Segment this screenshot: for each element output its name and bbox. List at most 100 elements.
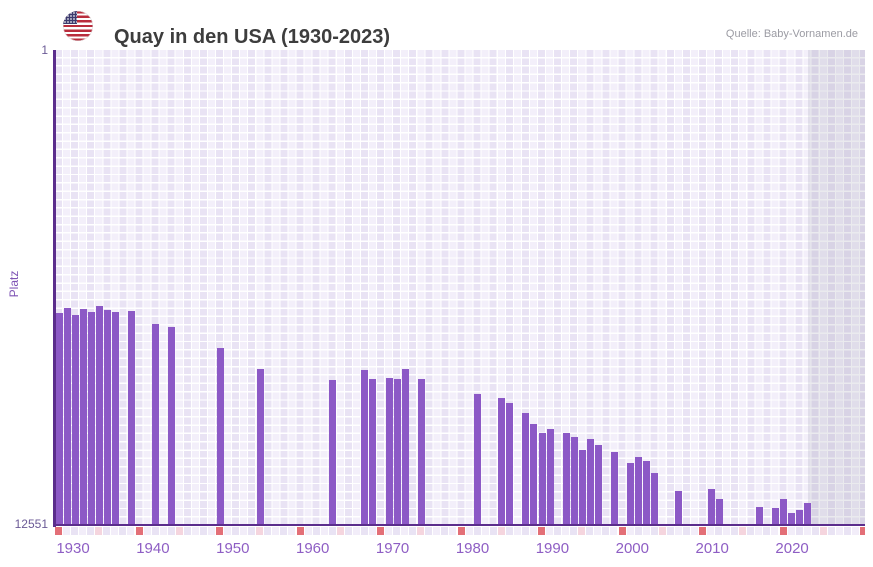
year-cell-1975 xyxy=(417,527,425,535)
bar-1931[interactable] xyxy=(63,308,71,525)
year-cell-1977 xyxy=(433,527,441,535)
bar-1993[interactable] xyxy=(562,432,570,525)
bar-1932[interactable] xyxy=(71,314,79,525)
year-cell-1941 xyxy=(143,527,151,535)
x-axis-label-2000: 2000 xyxy=(615,540,649,557)
bar-1997[interactable] xyxy=(594,445,602,525)
bar-1955[interactable] xyxy=(256,369,264,525)
year-cell-2014 xyxy=(731,527,739,535)
bar-1933[interactable] xyxy=(79,308,87,525)
bar-1982[interactable] xyxy=(474,394,482,525)
bar-2004[interactable] xyxy=(651,473,659,525)
year-cell-1970 xyxy=(377,527,384,535)
year-cell-1995 xyxy=(578,527,586,535)
year-cell-1945 xyxy=(175,527,183,535)
bar-1999[interactable] xyxy=(610,451,618,525)
year-cell-1957 xyxy=(272,527,280,535)
bar-2020[interactable] xyxy=(780,499,787,525)
year-cell-1939 xyxy=(127,527,135,535)
year-cell-1937 xyxy=(111,527,119,535)
year-cell-2013 xyxy=(723,527,731,535)
bar-1964[interactable] xyxy=(329,379,337,525)
bar-1971[interactable] xyxy=(385,377,393,525)
bar-2012[interactable] xyxy=(715,499,723,525)
year-cell-1943 xyxy=(159,527,167,535)
bar-1950[interactable] xyxy=(216,348,224,525)
bar-2002[interactable] xyxy=(635,456,643,525)
bar-1972[interactable] xyxy=(393,378,401,525)
y-tick-label-bottom: 12551 xyxy=(14,517,48,531)
year-cell-1940 xyxy=(135,527,143,535)
year-cell-1930 xyxy=(55,527,62,535)
year-cell-1990 xyxy=(538,527,545,535)
bar-2007[interactable] xyxy=(675,490,683,525)
year-cell-1931 xyxy=(63,527,71,535)
bar-2017[interactable] xyxy=(755,507,763,525)
x-axis-label-1960: 1960 xyxy=(296,540,330,557)
year-cell-2021 xyxy=(787,527,795,535)
bar-2001[interactable] xyxy=(627,462,635,525)
bar-1944[interactable] xyxy=(168,327,176,525)
year-cell-2000 xyxy=(618,527,626,535)
bar-1939[interactable] xyxy=(127,310,135,525)
bar-1996[interactable] xyxy=(586,439,594,525)
year-cell-1942 xyxy=(151,527,159,535)
x-axis-label-1950: 1950 xyxy=(216,540,250,557)
bar-1994[interactable] xyxy=(570,436,578,525)
year-cell-1955 xyxy=(256,527,264,535)
year-cell-1998 xyxy=(602,527,610,535)
year-cell-1958 xyxy=(280,527,288,535)
bar-1995[interactable] xyxy=(578,450,586,525)
year-cell-1951 xyxy=(224,527,232,535)
year-cell-1968 xyxy=(360,527,368,535)
year-cell-1964 xyxy=(328,527,336,535)
bar-1990[interactable] xyxy=(538,433,546,525)
year-cell-1963 xyxy=(320,527,328,535)
year-cell-1996 xyxy=(586,527,594,535)
year-cell-1992 xyxy=(554,527,562,535)
bar-1986[interactable] xyxy=(506,402,514,525)
usa-flag-icon xyxy=(63,11,93,41)
year-cell-1994 xyxy=(570,527,578,535)
x-axis-label-2010: 2010 xyxy=(695,540,729,557)
year-cell-1988 xyxy=(521,527,529,535)
bar-1991[interactable] xyxy=(546,429,554,525)
year-cell-1983 xyxy=(481,527,489,535)
bar-1975[interactable] xyxy=(417,379,425,525)
bar-1935[interactable] xyxy=(95,306,103,525)
year-cell-1989 xyxy=(529,527,537,535)
bar-1969[interactable] xyxy=(369,379,377,525)
bar-2019[interactable] xyxy=(771,508,779,525)
bar-1937[interactable] xyxy=(111,312,119,525)
bar-1985[interactable] xyxy=(498,398,506,525)
year-cell-1946 xyxy=(183,527,191,535)
bar-1968[interactable] xyxy=(361,369,369,525)
bar-1973[interactable] xyxy=(401,369,409,525)
year-cell-1966 xyxy=(344,527,352,535)
bar-2011[interactable] xyxy=(707,489,715,525)
year-cell-1961 xyxy=(304,527,312,535)
bar-1942[interactable] xyxy=(152,324,160,525)
year-cell-1979 xyxy=(449,527,457,535)
source-credit: Quelle: Baby-Vornamen.de xyxy=(725,28,858,40)
bar-1988[interactable] xyxy=(522,413,530,525)
bar-2003[interactable] xyxy=(643,460,651,525)
bar-2023[interactable] xyxy=(804,503,812,525)
year-cell-2017 xyxy=(755,527,763,535)
bar-2021[interactable] xyxy=(788,513,796,525)
x-axis-label-1940: 1940 xyxy=(136,540,170,557)
bar-1989[interactable] xyxy=(530,424,538,525)
bar-2022[interactable] xyxy=(796,510,804,525)
year-cell-2011 xyxy=(707,527,715,535)
year-cell-1972 xyxy=(393,527,401,535)
year-cell-1950 xyxy=(216,527,223,535)
bar-1930[interactable] xyxy=(55,312,63,525)
year-cell-2016 xyxy=(747,527,755,535)
year-cell-1976 xyxy=(425,527,433,535)
year-cell-2007 xyxy=(674,527,682,535)
year-cell-1991 xyxy=(546,527,554,535)
year-cell-2028 xyxy=(843,527,851,535)
year-cell-1985 xyxy=(497,527,505,535)
bar-1936[interactable] xyxy=(103,309,111,525)
bar-1934[interactable] xyxy=(87,311,95,525)
